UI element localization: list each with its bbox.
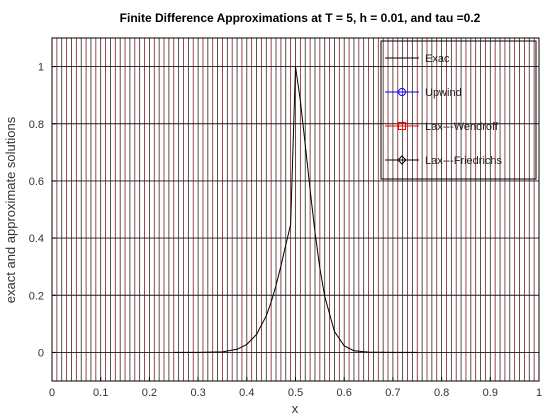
legend-label-0: Exac — [425, 53, 450, 65]
y-tick-label: 0.6 — [29, 176, 44, 188]
legend-marker-square — [398, 122, 406, 130]
y-tick-label: 0.4 — [29, 233, 44, 245]
y-tick-label: 1 — [38, 62, 44, 74]
legend-marker-circle — [398, 88, 406, 96]
x-axis-label: x — [292, 401, 299, 416]
x-tick-label: 1 — [536, 387, 542, 399]
series-lines — [173, 66, 418, 353]
chart-title: Finite Difference Approximations at T = … — [120, 11, 481, 25]
x-tick-label: 0.7 — [385, 387, 400, 399]
legend-label-1: Upwind — [425, 87, 462, 99]
axis-ticks: 0 0.1 0.2 0.3 0.4 0.5 0.6 0.7 0.8 0.9 1 0 0.2 0.4 0.6 0… — [29, 62, 542, 399]
legend-marker-diamond — [397, 155, 407, 165]
y-axis-label: exact and approximate solutions — [3, 116, 18, 303]
x-tick-label: 0 — [49, 387, 55, 399]
legend-label-3: Lax---Friedrichs — [425, 155, 503, 167]
y-tick-label: 0.8 — [29, 119, 44, 131]
x-tick-label: 0.2 — [142, 387, 157, 399]
x-tick-label: 0.8 — [434, 387, 449, 399]
x-tick-label: 0.5 — [288, 387, 303, 399]
y-tick-label: 0 — [38, 347, 44, 359]
series-line-0 — [173, 66, 418, 353]
x-tick-label: 0.3 — [190, 387, 205, 399]
x-tick-label: 0.9 — [483, 387, 498, 399]
grid — [52, 38, 539, 381]
legend-box — [380, 40, 537, 180]
x-tick-label: 0.4 — [239, 387, 254, 399]
legend-label-2: Lax---Wendroff — [425, 121, 499, 133]
x-tick-label: 0.1 — [93, 387, 108, 399]
legend: Exac Upwind Lax---Wendroff Lax---Friedrichs — [380, 40, 537, 180]
x-tick-label: 0.6 — [337, 387, 352, 399]
y-tick-label: 0.2 — [29, 290, 44, 302]
